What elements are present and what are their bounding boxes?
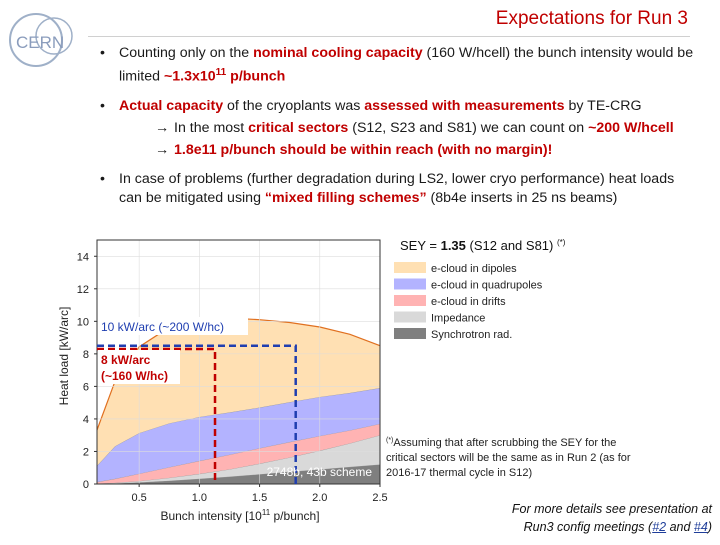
cern-logo-text: CERN xyxy=(16,33,64,52)
bullet-text-fragment: (S12, S23 and S81) we can count on xyxy=(348,119,589,136)
y-tick-label: 10 xyxy=(77,316,89,328)
cern-logo: CERN xyxy=(9,13,73,67)
area-series-3 xyxy=(97,388,380,483)
bullet-text-fragment: Counting only on the xyxy=(119,45,254,61)
header-divider xyxy=(88,36,690,37)
y-tick-label: 6 xyxy=(83,381,89,393)
y-axis-label: Heat load [kW/arc] xyxy=(57,307,71,406)
title-footnote-mark: (*) xyxy=(557,238,566,247)
chart-title: SEY = 1.35 (S12 and S81) (*) xyxy=(400,238,566,253)
legend-swatch xyxy=(394,328,426,339)
bullet-text-fragment: In the most xyxy=(174,119,249,136)
bullet-dot-icon: • xyxy=(100,97,105,114)
y-tick-label: 12 xyxy=(77,284,89,296)
bullet-text-fragment: Actual capacity xyxy=(119,97,224,114)
legend-swatch xyxy=(394,278,426,290)
bullet-text-fragment: In case of problems (further degradation… xyxy=(119,170,675,206)
footer-line-2-prefix: Run3 config meetings ( xyxy=(523,520,653,534)
label-8kw-line2: (~160 W/hc) xyxy=(101,369,168,383)
cern-logo-ring xyxy=(9,13,63,67)
label-bg-8kw xyxy=(98,350,180,384)
x-tick-label: 2.0 xyxy=(312,492,327,504)
legend-swatch xyxy=(394,262,426,273)
footer-line-2-suffix: ) xyxy=(707,520,712,534)
x-axis-label: Bunch intensity [1011 p/bunch] xyxy=(160,508,319,523)
heat-load-chart: 0 2 4 6 8 10 12 14 0.5 1.0 1.5 2.0 2.5 Heat load [kW/… xyxy=(0,228,720,540)
bullet-text-fragment: ~1.3x10 xyxy=(163,68,216,85)
x-tick-label: 0.5 xyxy=(132,492,147,504)
footnote-text: Assuming that after scrubbing the SEY fo… xyxy=(393,437,616,449)
x-axis-label-main: Bunch intensity [10 xyxy=(160,509,262,523)
link-meeting-4[interactable]: #4 xyxy=(693,520,708,534)
bullet-dot-icon: • xyxy=(100,45,105,61)
area-series-0 xyxy=(97,464,380,484)
sub-bullet-item: → In the most critical sectors (S12, S23 … xyxy=(119,119,696,138)
y-tick-label: 2 xyxy=(83,446,89,458)
link-meeting-2[interactable]: #2 xyxy=(652,520,667,534)
y-tick-label: 14 xyxy=(77,251,89,263)
chart-svg: 0 2 4 6 8 10 12 14 0.5 1.0 1.5 2.0 2.5 Heat load [kW/… xyxy=(57,238,631,523)
title-prefix: SEY = xyxy=(400,238,441,253)
footer-note: For more details see presentation at Run… xyxy=(492,500,712,536)
bullet-item: • Actual capacity of the cryoplants was a… xyxy=(96,97,696,160)
plot-frame xyxy=(96,239,381,485)
x-axis-label-exponent: 11 xyxy=(262,508,271,517)
legend-label: e-cloud in dipoles xyxy=(431,263,517,275)
limit-line-8kw xyxy=(97,347,217,484)
label-10kw: 10 kW/arc (~200 W/hc) xyxy=(101,320,224,334)
title-value: 1.35 xyxy=(441,238,466,253)
legend-swatch xyxy=(394,311,426,323)
bullet-item: • In case of problems (further degradatio… xyxy=(96,170,696,208)
bullet-list: • Counting only on the nominal cooling ca… xyxy=(96,44,696,218)
bullet-text-fragment: “mixed filling schemes” xyxy=(264,189,427,206)
x-tick-label: 1.5 xyxy=(252,492,267,504)
bullet-text-fragment: 1.8e11 p/bunch should be within reach (w… xyxy=(174,141,553,158)
sub-bullet-item: → 1.8e11 p/bunch should be within reach (… xyxy=(119,141,696,160)
label-8kw-line1: 8 kW/arc xyxy=(101,353,151,367)
bullet-text-fragment: ~200 W/hcell xyxy=(588,119,674,136)
bullet-text-fragment: (8b4e inserts in 25 ns beams) xyxy=(426,189,618,206)
x-tick-label: 2.5 xyxy=(372,492,387,504)
footnote-line-1: critical sectors will be the same as in … xyxy=(386,452,631,464)
cern-logo-ring-small xyxy=(35,17,73,55)
title-suffix: (S12 and S81) xyxy=(466,238,557,253)
x-axis-label-suffix: p/bunch] xyxy=(270,509,319,523)
area-series-1 xyxy=(97,435,380,484)
legend-label: Impedance xyxy=(431,313,485,325)
footer-and: and xyxy=(666,520,694,534)
bullet-text-fragment: (160 W/hcell) the bunch intensity would … xyxy=(119,45,694,85)
slide-title: Expectations for Run 3 xyxy=(495,8,688,29)
area-series-2 xyxy=(97,423,380,484)
footer-line-1: For more details see presentation at xyxy=(511,502,712,516)
y-tick-label: 4 xyxy=(83,414,89,426)
arrow-icon: → xyxy=(155,141,170,158)
y-tick-label: 0 xyxy=(83,479,89,491)
label-bg-10kw xyxy=(98,317,248,335)
limit-line-10kw xyxy=(97,344,297,484)
bullet-text-fragment: p/bunch xyxy=(226,68,286,85)
y-tick-label: 8 xyxy=(83,349,89,361)
legend-label: e-cloud in quadrupoles xyxy=(431,280,543,292)
bullet-item: • Counting only on the nominal cooling ca… xyxy=(96,44,696,87)
scheme-annotation: 2748b, 43b scheme xyxy=(267,465,373,479)
bullet-text-fragment: 11 xyxy=(215,67,227,78)
legend-label: Synchrotron rad. xyxy=(431,329,512,341)
footnote-line-2: 2016-17 thermal cycle in S12) xyxy=(386,467,532,479)
legend-label: e-cloud in drifts xyxy=(431,296,506,308)
legend-swatch xyxy=(394,295,426,306)
bullet-text-fragment: of the cryoplants was xyxy=(223,97,365,114)
arrow-icon: → xyxy=(155,119,170,136)
footnote-line-0: (*)Assuming that after scrubbing the SEY… xyxy=(386,437,616,449)
bullet-text-fragment: assessed with measurements xyxy=(364,97,565,114)
bullet-text-fragment: critical sectors xyxy=(248,119,349,136)
bullet-dot-icon: • xyxy=(100,170,105,187)
bullet-text-fragment: by TE-CRG xyxy=(564,97,642,114)
bullet-text-fragment: nominal cooling capacity xyxy=(253,45,423,61)
footer-line-2: Run3 config meetings (#2 and #4) xyxy=(492,518,712,536)
x-tick-label: 1.0 xyxy=(192,492,207,504)
footnote-mark: (*) xyxy=(386,437,393,444)
